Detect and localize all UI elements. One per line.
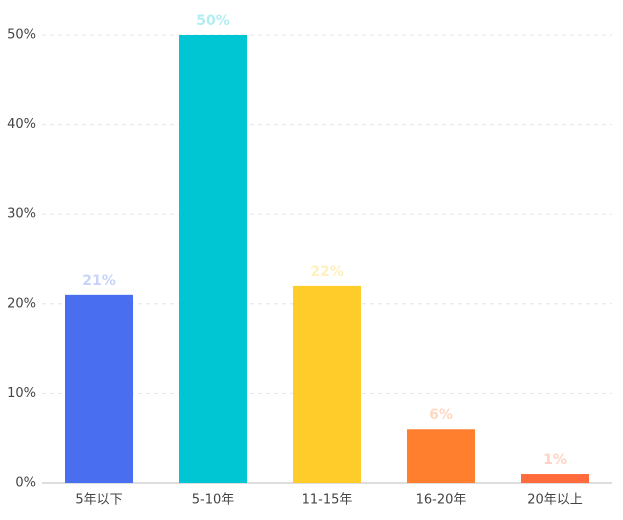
x-tick-label: 20年以上 [527,493,583,508]
x-tick-label: 5年以下 [75,493,122,508]
bar [65,294,133,483]
y-tick-label: 0% [15,476,36,491]
value-label: 1% [543,452,567,468]
x-tick-label: 11-15年 [302,493,353,508]
y-tick-label: 10% [7,386,36,401]
bar [293,285,361,483]
y-tick-label: 20% [7,296,36,311]
value-label: 50% [196,13,230,29]
value-label: 21% [82,273,116,289]
y-tick-label: 30% [7,207,36,222]
y-tick-label: 40% [7,117,36,132]
x-tick-label: 16-20年 [416,493,467,508]
y-tick-label: 50% [7,28,36,43]
bar [521,474,589,483]
value-label: 22% [310,264,344,280]
value-label: 6% [429,407,453,423]
bar [179,35,247,483]
x-tick-label: 5-10年 [192,493,235,508]
bar [407,429,475,483]
